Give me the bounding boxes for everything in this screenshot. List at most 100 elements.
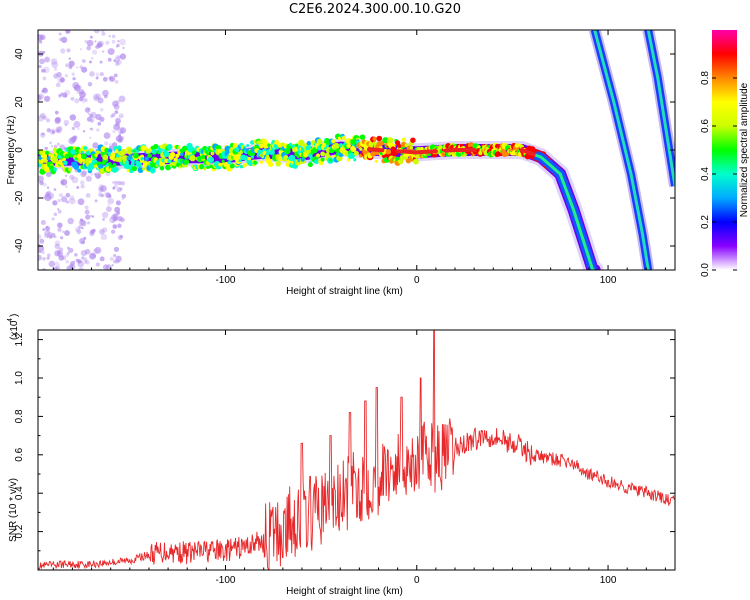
noise-dot: [61, 92, 68, 98]
colorbar-label: Normalized spectral amplitude: [739, 82, 750, 217]
trace-point: [234, 147, 240, 153]
noise-dot: [81, 256, 85, 260]
noise-dot: [93, 172, 97, 176]
noise-dot: [84, 248, 91, 255]
y-tick-label: 0: [14, 147, 25, 153]
noise-dot: [74, 253, 78, 257]
noise-dot: [87, 82, 93, 87]
noise-dot: [54, 261, 60, 268]
noise-dot: [112, 129, 116, 134]
noise-dot: [89, 60, 92, 64]
trace-point: [131, 166, 138, 172]
noise-dot: [77, 198, 85, 206]
trace-point: [57, 159, 65, 166]
x-tick-label: -100: [215, 575, 235, 586]
noise-dot: [65, 174, 68, 177]
trace-point: [189, 154, 196, 162]
trace-point: [130, 161, 135, 166]
noise-dot: [83, 98, 88, 102]
trace-peak: [366, 147, 385, 153]
noise-dot: [117, 216, 123, 222]
trace-point: [386, 137, 394, 144]
noise-dot: [107, 57, 112, 62]
noise-dot: [38, 94, 42, 102]
noise-dot: [55, 266, 60, 270]
trace-point: [218, 162, 222, 167]
noise-dot: [87, 221, 91, 225]
trace-point: [140, 157, 144, 161]
noise-dot: [112, 186, 116, 190]
trace-point: [398, 158, 404, 165]
trace-point: [60, 164, 65, 168]
noise-dot: [38, 175, 44, 183]
noise-dot: [101, 50, 105, 53]
trace-point: [413, 158, 419, 165]
noise-dot: [50, 58, 58, 65]
noise-dot: [52, 200, 58, 206]
trace-point: [376, 135, 383, 142]
noise-dot: [119, 187, 123, 191]
spectrogram-area: [38, 30, 675, 270]
noise-dot: [104, 141, 109, 146]
noise-dot: [67, 246, 70, 250]
noise-dot: [96, 128, 100, 132]
trace-point: [337, 136, 342, 141]
x-axis-title: Height of straight line (km): [286, 286, 403, 297]
noise-dot: [38, 115, 45, 122]
trace-point: [300, 157, 305, 162]
trace-point: [144, 156, 149, 161]
noise-dot: [114, 73, 118, 78]
trace-point: [221, 159, 225, 163]
noise-dot: [68, 57, 71, 60]
trace-point: [247, 156, 251, 161]
noise-dot: [53, 188, 57, 191]
noise-dot: [103, 94, 108, 99]
noise-dot: [108, 35, 111, 38]
trace-point: [372, 136, 377, 142]
noise-dot: [38, 34, 44, 41]
noise-dot: [39, 58, 45, 65]
noise-dot: [39, 238, 45, 244]
noise-dot: [99, 60, 103, 64]
noise-dot: [42, 256, 46, 261]
noise-dot: [65, 260, 69, 264]
trace-point: [307, 162, 313, 168]
colorbar-tick-label: 0.6: [700, 119, 711, 133]
noise-dot: [97, 97, 104, 104]
trace-point: [256, 140, 261, 145]
trace-point: [68, 167, 73, 172]
trace-point: [183, 159, 190, 165]
noise-dot: [48, 260, 56, 268]
noise-dot: [57, 222, 63, 228]
noise-dot: [46, 128, 51, 133]
noise-dot: [115, 117, 121, 124]
noise-dot: [80, 220, 87, 227]
noise-dot: [56, 128, 60, 133]
noise-dot: [52, 266, 58, 270]
noise-dot: [116, 59, 122, 65]
noise-dot: [115, 255, 122, 263]
trace-point: [149, 167, 156, 174]
noise-dot: [55, 82, 61, 88]
noise-dot: [90, 35, 93, 38]
trace-point: [242, 163, 247, 168]
noise-dot: [111, 113, 116, 118]
noise-dot: [51, 130, 55, 134]
y-tick-label: 0.4: [14, 486, 25, 500]
colorbar-tick-label: 0.0: [700, 263, 711, 277]
noise-dot: [44, 56, 50, 63]
noise-dot: [69, 174, 75, 180]
noise-dot: [112, 220, 115, 223]
trace-point: [410, 137, 416, 143]
noise-dot: [58, 193, 63, 198]
noise-dot: [73, 135, 77, 139]
trace-point: [370, 151, 376, 157]
trace-point: [306, 140, 312, 146]
noise-dot: [40, 132, 46, 138]
noise-dot: [63, 119, 70, 126]
trace-point: [180, 152, 184, 157]
noise-dot: [115, 99, 121, 105]
trace-point: [238, 159, 242, 163]
noise-dot: [72, 77, 76, 81]
trace-point: [126, 147, 133, 153]
